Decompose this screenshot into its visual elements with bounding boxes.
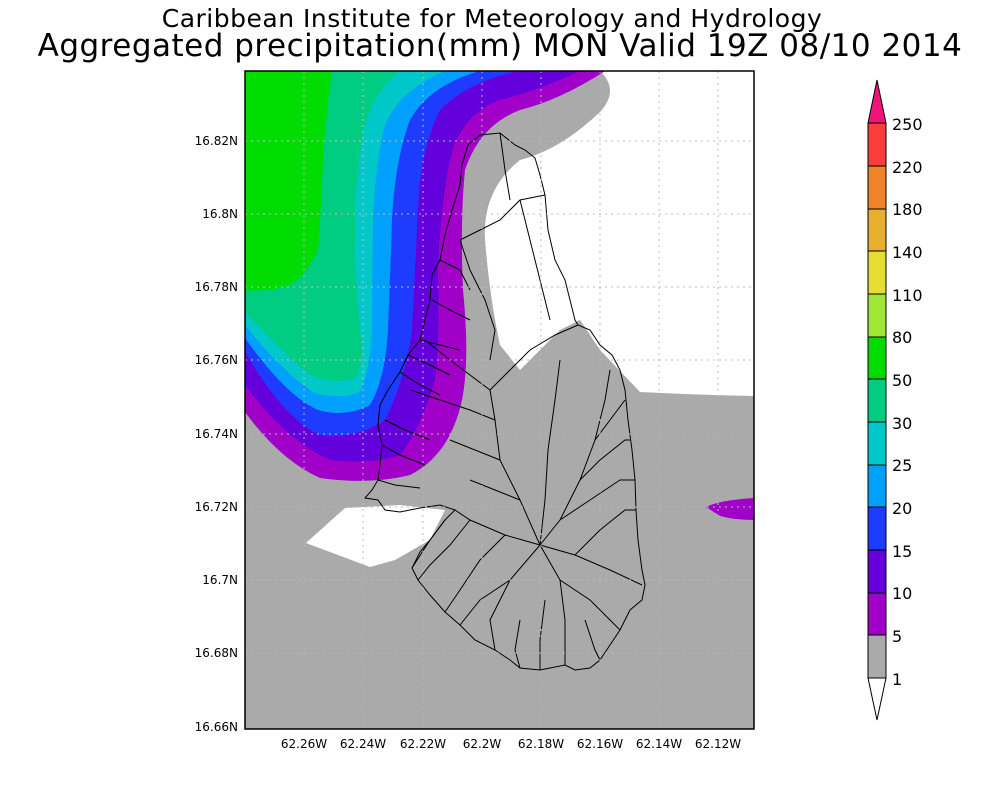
legend-label: 220 (892, 158, 923, 177)
precipitation-field (245, 71, 754, 729)
legend-label: 1 (892, 670, 902, 689)
map-frame (244, 70, 755, 730)
legend-label: 250 (892, 115, 923, 134)
legend-label: 80 (892, 328, 912, 347)
map-subtitle: Aggregated precipitation(mm) MON Valid 1… (37, 28, 963, 64)
lon-label: 62.2W (463, 737, 502, 751)
legend-swatch (867, 250, 887, 295)
lat-label: 16.7N (202, 573, 238, 587)
legend-label: 5 (892, 627, 902, 646)
legend-swatch-below-1 (867, 677, 887, 721)
lat-label: 16.66N (195, 720, 238, 734)
precip-band-below-1-north (484, 71, 754, 396)
legend-swatch (867, 208, 887, 252)
legend-labels: 250 220 180 140 110 80 50 30 25 20 15 10… (892, 115, 923, 689)
legend-label: 110 (892, 286, 923, 305)
legend-swatch (867, 336, 887, 380)
legend-swatch (867, 378, 887, 423)
legend-label: 180 (892, 200, 923, 219)
lon-label: 62.18W (518, 737, 564, 751)
legend-swatch (867, 549, 887, 594)
legend-label: 140 (892, 243, 923, 262)
legend-label: 15 (892, 542, 912, 561)
precip-band-below-1-south (306, 505, 445, 567)
lat-label: 16.82N (195, 134, 238, 148)
lon-label: 62.26W (281, 737, 327, 751)
lat-label: 16.74N (195, 427, 238, 441)
legend-label: 30 (892, 414, 912, 433)
legend-label: 50 (892, 371, 912, 390)
legend-swatch (867, 592, 887, 636)
legend-swatch-above-250 (867, 79, 887, 124)
legend-colorbar (867, 79, 887, 721)
legend-label: 10 (892, 584, 912, 603)
lon-label: 62.22W (400, 737, 446, 751)
legend-swatch (867, 634, 887, 679)
precip-band-50-80 (245, 71, 332, 291)
lat-axis: 16.82N 16.8N 16.78N 16.76N 16.74N 16.72N… (195, 134, 238, 734)
legend-swatch (867, 421, 887, 466)
lat-label: 16.78N (195, 280, 238, 294)
lon-axis: 62.26W 62.24W 62.22W 62.2W 62.18W 62.16W… (281, 737, 741, 751)
legend-swatch (867, 165, 887, 210)
legend-swatch (867, 464, 887, 508)
legend-swatch (867, 506, 887, 551)
legend-swatch (867, 122, 887, 167)
lon-label: 62.24W (340, 737, 386, 751)
lat-label: 16.8N (202, 207, 238, 221)
lat-label: 16.76N (195, 353, 238, 367)
lat-label: 16.72N (195, 500, 238, 514)
island-outline (364, 132, 646, 671)
lon-label: 62.12W (695, 737, 741, 751)
legend-label: 25 (892, 456, 912, 475)
lon-label: 62.14W (636, 737, 682, 751)
lon-label: 62.16W (577, 737, 623, 751)
lat-label: 16.68N (195, 646, 238, 660)
legend-swatch (867, 293, 887, 338)
map-grid (245, 71, 754, 729)
legend-label: 20 (892, 499, 912, 518)
map-title: Caribbean Institute for Meteorology and … (161, 4, 823, 33)
